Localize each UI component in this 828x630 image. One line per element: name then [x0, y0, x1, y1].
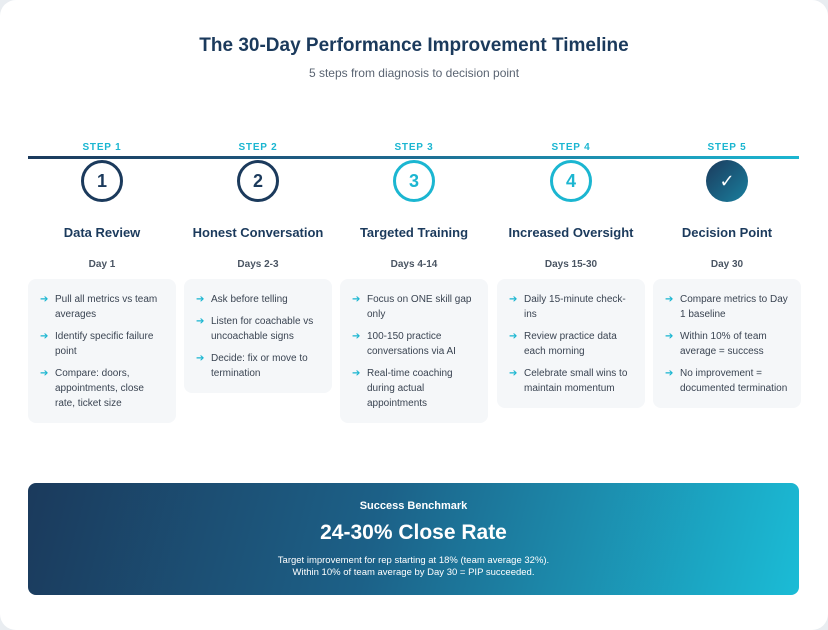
step-name: Data Review — [63, 225, 141, 240]
list-item: ➔ Review practice data each morning — [509, 331, 617, 357]
step-day: Day 1 — [88, 259, 116, 270]
step-details: ➔ Ask before telling ➔ Listen for coachabl… — [184, 279, 332, 393]
step-name: Honest Conversation — [192, 225, 324, 240]
arrow-right-icon: ➔ — [352, 331, 361, 342]
arrow-right-icon: ➔ — [665, 368, 674, 379]
step-details: ➔ Daily 15-minute check-ins ➔ Review pract… — [497, 279, 645, 408]
step-day: Days 2-3 — [237, 259, 279, 270]
list-item: ➔ 100-150 practice conversations via AI — [352, 331, 456, 357]
arrow-right-icon: ➔ — [352, 294, 361, 305]
step-label: STEP 2 — [238, 142, 278, 153]
arrow-right-icon: ➔ — [40, 368, 49, 379]
step-day: Days 15-30 — [544, 259, 598, 270]
step-marker: 4 — [550, 160, 592, 202]
page-subtitle: 5 steps from diagnosis to decision point — [308, 66, 520, 80]
step-details: ➔ Compare metrics to Day 1 baseline ➔ With… — [653, 279, 801, 408]
list-item: ➔ Real-time coaching during actual appoin… — [352, 368, 453, 409]
timeline-track — [28, 156, 799, 159]
page-title: The 30-Day Performance Improvement Timel… — [199, 35, 629, 56]
benchmark-label: Success Benchmark — [359, 500, 468, 512]
benchmark-description: Target improvement for rep starting at 1… — [28, 555, 799, 579]
step-label: STEP 3 — [394, 142, 434, 153]
arrow-right-icon: ➔ — [352, 368, 361, 379]
arrow-right-icon: ➔ — [196, 294, 205, 305]
step-details: ➔ Pull all metrics vs team averages ➔ Iden… — [28, 279, 176, 423]
list-item: ➔ Listen for coachable vs uncoachable sig… — [196, 316, 314, 342]
list-item: ➔ Compare metrics to Day 1 baseline — [665, 294, 788, 320]
arrow-right-icon: ➔ — [509, 331, 518, 342]
step-name: Increased Oversight — [508, 225, 634, 240]
list-item: ➔ Pull all metrics vs team averages — [40, 294, 158, 320]
list-item: ➔ Focus on ONE skill gap only — [352, 294, 472, 320]
list-item: ➔ Identify specific failure point — [40, 331, 154, 357]
arrow-right-icon: ➔ — [40, 331, 49, 342]
step-name: Targeted Training — [359, 225, 469, 240]
list-item: ➔ Within 10% of team average = success — [665, 331, 767, 357]
list-item: ➔ No improvement = documented termination — [665, 368, 788, 394]
arrow-right-icon: ➔ — [40, 294, 49, 305]
arrow-right-icon: ➔ — [665, 294, 674, 305]
arrow-right-icon: ➔ — [509, 294, 518, 305]
list-item: ➔ Ask before telling — [196, 294, 288, 305]
success-benchmark-banner: Success Benchmark 24-30% Close Rate Targ… — [28, 483, 799, 595]
arrow-right-icon: ➔ — [509, 368, 518, 379]
check-icon: ✓ — [706, 160, 748, 202]
arrow-right-icon: ➔ — [196, 353, 205, 364]
step-day: Day 30 — [710, 259, 744, 270]
step-label: STEP 4 — [551, 142, 591, 153]
list-item: ➔ Decide: fix or move to termination — [196, 353, 308, 379]
step-marker: 1 — [81, 160, 123, 202]
benchmark-line-1: Target improvement for rep starting at 1… — [277, 555, 550, 566]
step-label: STEP 5 — [707, 142, 747, 153]
step-details: ➔ Focus on ONE skill gap only ➔ 100-150 pr… — [340, 279, 488, 423]
list-item: ➔ Compare: doors, appointments, close rat… — [40, 368, 144, 409]
step-marker: 3 — [393, 160, 435, 202]
step-day: Days 4-14 — [390, 259, 438, 270]
list-item: ➔ Daily 15-minute check-ins — [509, 294, 626, 320]
arrow-right-icon: ➔ — [196, 316, 205, 327]
arrow-right-icon: ➔ — [665, 331, 674, 342]
step-marker: 2 — [237, 160, 279, 202]
benchmark-value: 24-30% Close Rate — [320, 521, 507, 544]
step-name: Decision Point — [681, 225, 773, 240]
list-item: ➔ Celebrate small wins to maintain moment… — [509, 368, 628, 394]
step-label: STEP 1 — [82, 142, 122, 153]
benchmark-line-2: Within 10% of team average by Day 30 = P… — [292, 567, 535, 578]
